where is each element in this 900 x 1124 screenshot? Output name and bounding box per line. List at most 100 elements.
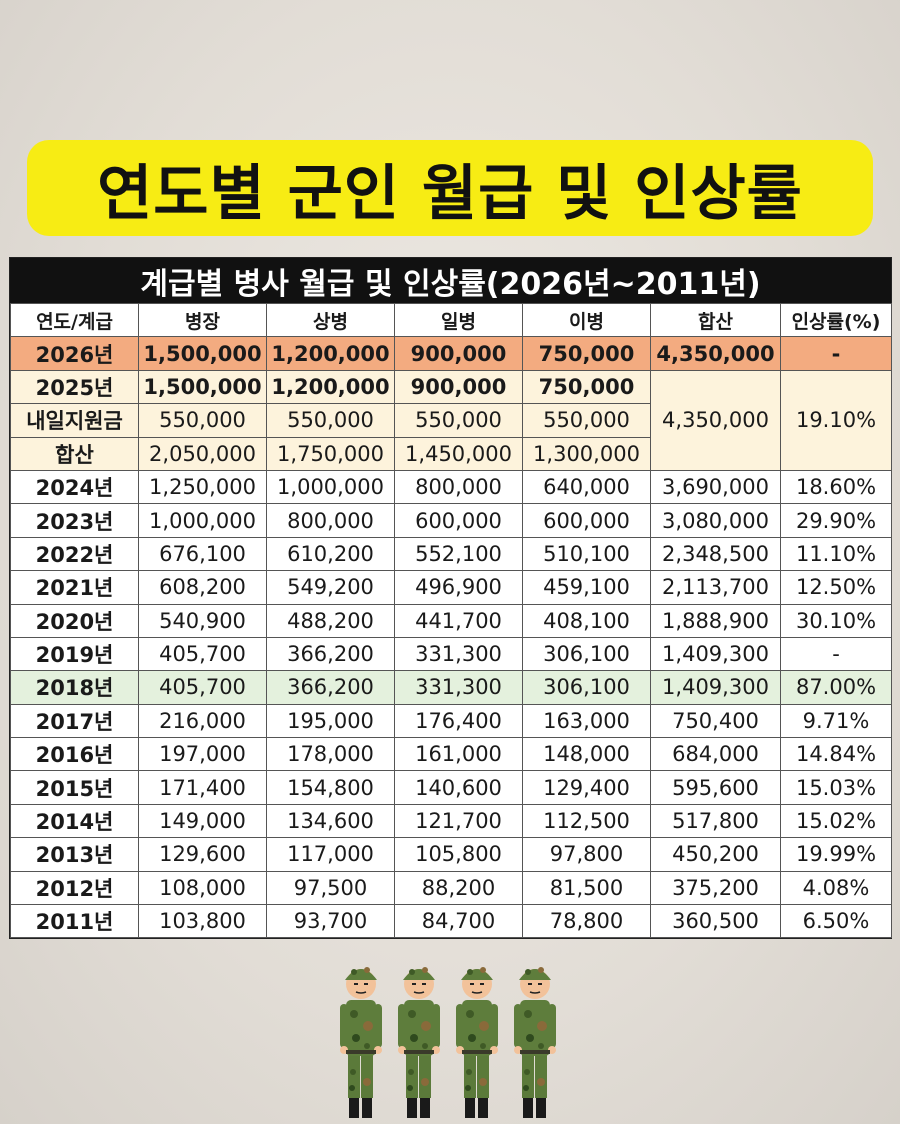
- value-cell: 1,500,000: [138, 369, 267, 405]
- value-cell: 171,400: [138, 770, 267, 805]
- header-cell: 합산: [650, 302, 781, 338]
- year-cell: 2025년: [10, 369, 139, 405]
- table-row: 2022년 676,100 610,200 552,100 510,100 2,348,5…: [10, 536, 892, 572]
- value-cell: 78,800: [522, 904, 651, 939]
- header-cell: 병장: [138, 302, 267, 338]
- value-cell: 1,250,000: [138, 469, 267, 505]
- rate-cell: -: [780, 336, 892, 371]
- year-cell: 2013년: [10, 837, 139, 872]
- total-cell: 3,080,000: [650, 503, 781, 538]
- value-cell: 488,200: [266, 603, 395, 638]
- table-row: 2020년 540,900 488,200 441,700 408,100 1,888,9…: [10, 603, 892, 638]
- value-cell: 93,700: [266, 904, 395, 939]
- value-cell: 105,800: [394, 837, 523, 872]
- value-cell: 640,000: [522, 469, 651, 505]
- rate-cell: 14.84%: [780, 737, 892, 772]
- table-row: 2024년 1,250,000 1,000,000 800,000 640,000 3,6…: [10, 469, 892, 505]
- value-cell: 306,100: [522, 636, 651, 672]
- value-cell: 163,000: [522, 703, 651, 739]
- table-row: 2019년 405,700 366,200 331,300 306,100 1,409,3…: [10, 636, 892, 672]
- value-cell: 134,600: [266, 803, 395, 839]
- table-title: 계급별 병사 월급 및 인상률(2026년~2011년): [10, 258, 891, 303]
- total-cell: 595,600: [650, 770, 781, 805]
- table-row-support: 내일지원금 550,000 550,000 550,000 550,000: [10, 403, 892, 438]
- value-cell: 459,100: [522, 570, 651, 605]
- value-cell: 176,400: [394, 703, 523, 739]
- value-cell: 195,000: [266, 703, 395, 739]
- rate-cell: 9.71%: [780, 703, 892, 739]
- table-row-2026: 2026년 1,500,000 1,200,000 900,000 750,00…: [10, 336, 892, 371]
- table-row: 2012년 108,000 97,500 88,200 81,500 375,200 4.0…: [10, 870, 892, 906]
- table-row: 2015년 171,400 154,800 140,600 129,400 595,600…: [10, 770, 892, 805]
- value-cell: 97,800: [522, 837, 651, 872]
- year-cell: 2017년: [10, 703, 139, 739]
- rate-cell: 18.60%: [780, 469, 892, 505]
- year-cell: 2022년: [10, 536, 139, 572]
- value-cell: 550,000: [138, 403, 267, 438]
- value-cell: 331,300: [394, 670, 523, 705]
- rate-cell: -: [780, 636, 892, 672]
- value-cell: 117,000: [266, 837, 395, 872]
- year-cell: 2016년: [10, 737, 139, 772]
- value-cell: 197,000: [138, 737, 267, 772]
- year-cell: 2024년: [10, 469, 139, 505]
- year-cell: 2026년: [10, 336, 139, 371]
- value-cell: 750,000: [522, 369, 651, 405]
- soldiers-illustration: [339, 966, 557, 1119]
- year-cell: 합산: [10, 436, 139, 471]
- rate-cell: 19.10%: [780, 369, 892, 471]
- table-row: 2013년 129,600 117,000 105,800 97,800 450,200 1…: [10, 837, 892, 872]
- value-cell: 405,700: [138, 636, 267, 672]
- year-cell: 2015년: [10, 770, 139, 805]
- table-row: 2021년 608,200 549,200 496,900 459,100 2,113,7…: [10, 570, 892, 605]
- value-cell: 676,100: [138, 536, 267, 572]
- value-cell: 149,000: [138, 803, 267, 839]
- year-cell: 2014년: [10, 803, 139, 839]
- header-cell: 연도/계급: [10, 302, 139, 338]
- value-cell: 405,700: [138, 670, 267, 705]
- value-cell: 97,500: [266, 870, 395, 906]
- value-cell: 552,100: [394, 536, 523, 572]
- table-header-row: 연도/계급 병장 상병 일병 이병 합산 인상률(%): [10, 302, 892, 338]
- total-cell: 1,888,900: [650, 603, 781, 638]
- value-cell: 600,000: [394, 503, 523, 538]
- value-cell: 441,700: [394, 603, 523, 638]
- year-cell: 2020년: [10, 603, 139, 638]
- value-cell: 750,000: [522, 336, 651, 371]
- rate-cell: 87.00%: [780, 670, 892, 705]
- value-cell: 331,300: [394, 636, 523, 672]
- value-cell: 800,000: [266, 503, 395, 538]
- total-cell: 4,350,000: [650, 369, 781, 471]
- value-cell: 306,100: [522, 670, 651, 705]
- value-cell: 550,000: [394, 403, 523, 438]
- value-cell: 112,500: [522, 803, 651, 839]
- value-cell: 103,800: [138, 904, 267, 939]
- rate-cell: 12.50%: [780, 570, 892, 605]
- page-title: 연도별 군인 월급 및 인상률: [97, 158, 803, 229]
- value-cell: 1,750,000: [266, 436, 395, 471]
- table-row: 2023년 1,000,000 800,000 600,000 600,000 3,080…: [10, 503, 892, 538]
- rate-cell: 4.08%: [780, 870, 892, 906]
- table-row: 2011년 103,800 93,700 84,700 78,800 360,500 6.5…: [10, 904, 892, 939]
- value-cell: 800,000: [394, 469, 523, 505]
- value-cell: 1,200,000: [266, 369, 395, 405]
- salary-table-card: 계급별 병사 월급 및 인상률(2026년~2011년) 연도/계급 병장 상병…: [9, 257, 892, 940]
- table-row-2025: 2025년 1,500,000 1,200,000 900,000 750,00…: [10, 369, 892, 471]
- value-cell: 900,000: [394, 336, 523, 371]
- total-cell: 750,400: [650, 703, 781, 739]
- value-cell: 550,000: [522, 403, 651, 438]
- header-cell: 일병: [394, 302, 523, 338]
- value-cell: 408,100: [522, 603, 651, 638]
- table-row: 2014년 149,000 134,600 121,700 112,500 517,800…: [10, 803, 892, 839]
- rate-cell: 6.50%: [780, 904, 892, 939]
- value-cell: 550,000: [266, 403, 395, 438]
- total-cell: 1,409,300: [650, 636, 781, 672]
- value-cell: 1,500,000: [138, 336, 267, 371]
- total-cell: 2,348,500: [650, 536, 781, 572]
- value-cell: 81,500: [522, 870, 651, 906]
- value-cell: 129,400: [522, 770, 651, 805]
- total-cell: 4,350,000: [650, 336, 781, 371]
- year-cell: 2021년: [10, 570, 139, 605]
- value-cell: 161,000: [394, 737, 523, 772]
- value-cell: 148,000: [522, 737, 651, 772]
